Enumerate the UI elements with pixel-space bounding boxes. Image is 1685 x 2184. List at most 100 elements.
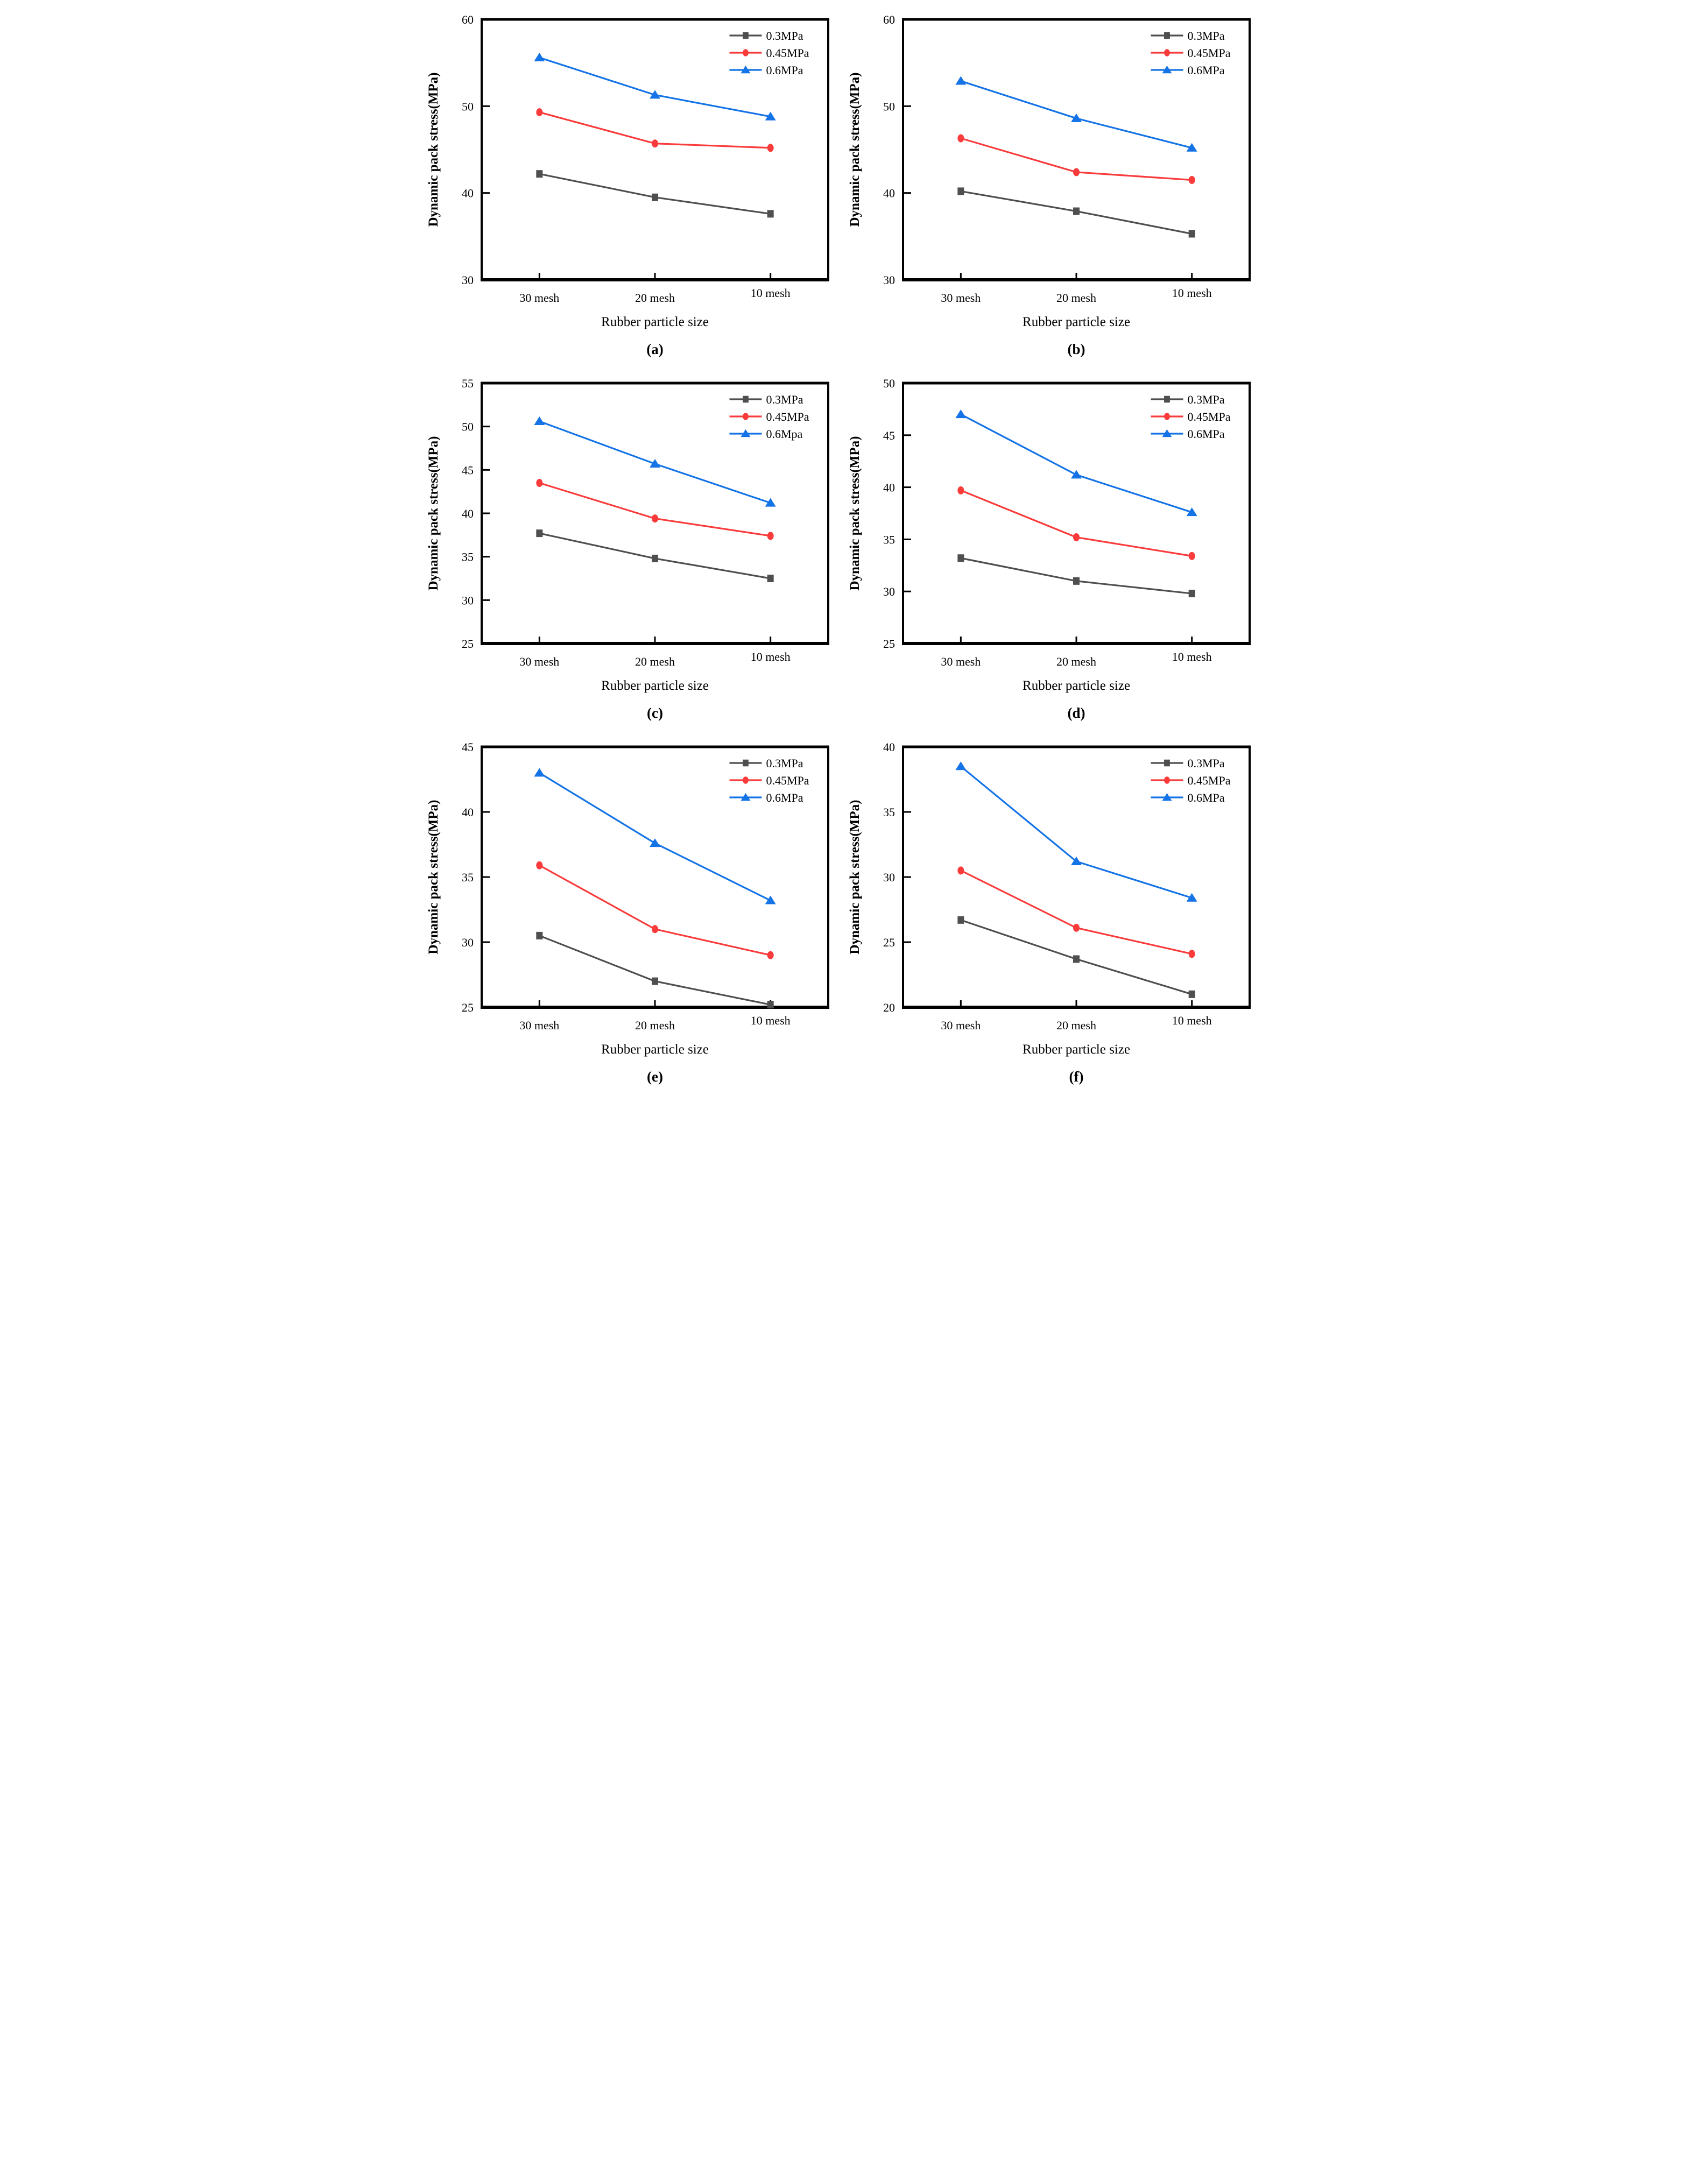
y-tick-label: 30: [883, 273, 895, 287]
chart-panel-d: 25 30 35 40 45 50 30 mesh 20 mesh 10 mesh 0.3MPa 0…: [843, 364, 1264, 727]
panel-letter: (e): [647, 1069, 663, 1085]
legend-marker-circle: [1164, 413, 1170, 420]
series-line-0.6MPa: [538, 772, 771, 902]
data-point-square: [535, 529, 542, 538]
y-tick-label: 50: [883, 377, 895, 390]
legend-marker-triangle: [740, 65, 750, 74]
data-point-triangle: [765, 498, 776, 507]
legend-marker-circle: [1164, 776, 1170, 784]
legend-marker-circle: [742, 413, 749, 420]
y-tick-label: 25: [883, 637, 895, 651]
data-point-circle: [957, 866, 964, 875]
panel-letter: (a): [646, 341, 663, 357]
legend-label: 0.45MPa: [766, 774, 809, 787]
x-axis-title: Rubber particle size: [601, 1042, 709, 1057]
legend-label: 0.3MPa: [766, 29, 803, 43]
y-tick-label: 35: [462, 871, 474, 884]
legend-marker-triangle: [1161, 793, 1172, 801]
series-line-0.6MPa: [960, 413, 1193, 513]
data-point-triangle: [533, 52, 545, 61]
chart-canvas-b: 30 40 50 60 30 mesh 20 mesh 10 mesh 0.3MPa 0.45M…: [848, 13, 1251, 357]
data-point-triangle: [1070, 470, 1082, 479]
chart-panel-b: 30 40 50 60 30 mesh 20 mesh 10 mesh 0.3MPa 0.45M…: [843, 0, 1264, 364]
series-line-0.3MPa: [960, 557, 1193, 595]
data-point-circle: [957, 134, 964, 143]
data-point-square: [535, 170, 542, 178]
y-tick-label: 50: [462, 100, 474, 113]
legend-label: 0.3MPa: [766, 393, 803, 406]
data-point-triangle: [765, 895, 776, 904]
legend-marker-circle: [742, 49, 749, 56]
y-tick-label: 40: [462, 507, 474, 520]
legend-marker-triangle: [1161, 429, 1172, 437]
y-tick-label: 40: [462, 805, 474, 819]
series-line-0.45MPa: [538, 864, 771, 956]
legend-marker-triangle: [740, 429, 750, 437]
x-axis-title: Rubber particle size: [1023, 678, 1130, 693]
data-point-square: [767, 210, 774, 218]
x-tick-label: 10 mesh: [1172, 1014, 1211, 1027]
panel-letter: (f): [1069, 1069, 1083, 1085]
legend-marker-circle: [742, 776, 749, 784]
legend-marker-circle: [1164, 49, 1170, 56]
chart-canvas-c: 25 30 35 40 45 50 55 30 mesh 20 mesh 10 mesh 0.3MP…: [426, 377, 829, 721]
data-point-square: [1188, 590, 1195, 598]
legend-label: 0.3MPa: [1187, 393, 1224, 406]
data-point-circle: [1073, 168, 1080, 176]
data-point-square: [651, 193, 658, 201]
chart-panel-f: 20 25 30 35 40 30 mesh 20 mesh 10 mesh 0.3MPa 0.4…: [843, 727, 1264, 1091]
y-tick-label: 50: [883, 100, 895, 113]
data-point-circle: [767, 532, 774, 540]
data-point-triangle: [955, 761, 966, 771]
y-tick-label: 40: [883, 481, 895, 494]
data-point-circle: [1188, 950, 1195, 958]
data-point-circle: [957, 486, 964, 494]
x-tick-label: 30 mesh: [519, 291, 559, 305]
legend-marker-square: [1164, 32, 1170, 39]
series-line-0.6MPa: [960, 765, 1193, 899]
y-tick-label: 20: [883, 1001, 895, 1014]
x-axis-title: Rubber particle size: [1023, 1042, 1130, 1057]
data-point-square: [957, 554, 964, 562]
x-tick-label: 10 mesh: [750, 286, 790, 300]
y-tick-label: 25: [462, 1001, 474, 1014]
legend-label: 0.6Mpa: [766, 427, 802, 441]
x-axis-title: Rubber particle size: [1023, 315, 1130, 329]
legend-marker-square: [742, 759, 749, 767]
y-axis-title: Dynamic pack stress(MPa): [848, 73, 862, 227]
data-point-triangle: [649, 459, 660, 468]
legend-label: 0.45MPa: [1187, 46, 1230, 60]
y-tick-label: 40: [883, 740, 895, 754]
legend-label: 0.3MPa: [1187, 29, 1224, 43]
panel-letter: (c): [647, 705, 663, 721]
x-tick-label: 20 mesh: [635, 655, 675, 668]
legend-label: 0.6MPa: [766, 791, 803, 804]
legend-label: 0.3MPa: [766, 757, 803, 770]
data-point-triangle: [1186, 143, 1197, 152]
data-point-square: [957, 187, 964, 195]
data-point-circle: [651, 514, 658, 523]
legend-label: 0.6MPa: [1187, 427, 1224, 441]
data-point-square: [1073, 955, 1080, 963]
data-point-square: [767, 1001, 774, 1009]
y-axis-title: Dynamic pack stress(MPa): [426, 436, 441, 591]
y-tick-label: 40: [462, 187, 474, 200]
x-tick-label: 30 mesh: [941, 655, 981, 668]
data-point-triangle: [955, 409, 966, 419]
legend-label: 0.45MPa: [1187, 410, 1230, 423]
legend-label: 0.6MPa: [766, 63, 803, 77]
y-axis-title: Dynamic pack stress(MPa): [848, 800, 862, 955]
data-point-circle: [651, 139, 658, 148]
y-tick-label: 45: [883, 429, 895, 442]
data-point-triangle: [765, 111, 776, 121]
data-point-square: [1073, 577, 1080, 585]
data-point-triangle: [1186, 507, 1197, 517]
x-tick-label: 30 mesh: [519, 655, 559, 668]
legend-label: 0.6MPa: [1187, 63, 1224, 77]
y-tick-label: 55: [462, 377, 474, 390]
data-point-circle: [767, 144, 774, 152]
legend-label: 0.45MPa: [766, 46, 809, 60]
x-tick-label: 20 mesh: [635, 1019, 675, 1032]
data-point-circle: [535, 108, 542, 117]
y-tick-label: 30: [883, 585, 895, 598]
